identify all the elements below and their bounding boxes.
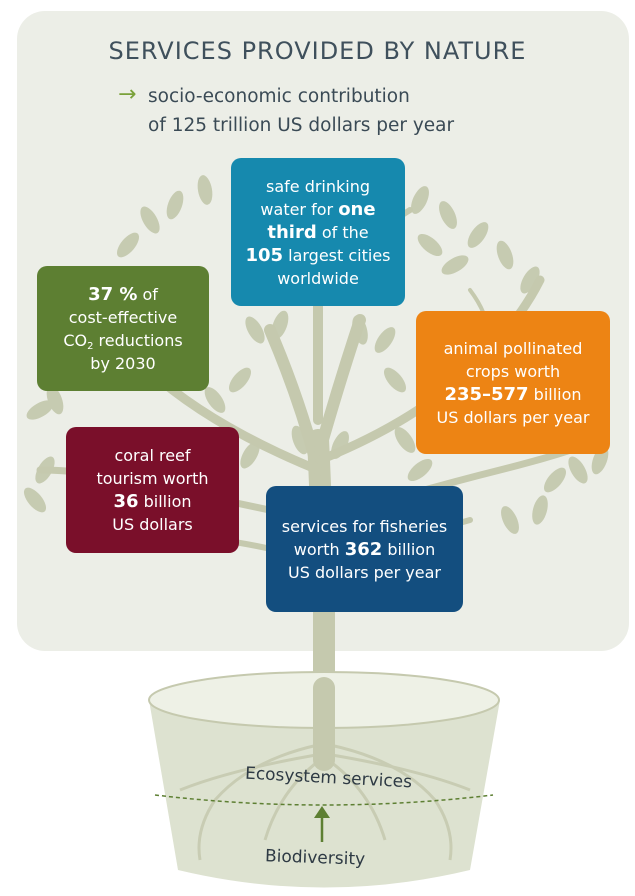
co2-box-line: cost-effective [68, 307, 178, 327]
water-box-line: worldwide [277, 268, 359, 288]
co2-box-emphasis: 37 % [88, 283, 138, 305]
pollinated-box-line: crops worth [465, 361, 561, 381]
water-box-text: largest cities [283, 245, 391, 265]
fisheries-box-line: worth 362 billion [272, 538, 457, 561]
water-box-emphasis: one [338, 198, 376, 220]
coral-box-line: tourism worth [96, 469, 209, 488]
co2-box-text: reductions [93, 330, 183, 350]
coral-box-line: coral reef [114, 446, 191, 465]
co2-box: 37 % of cost-effective CO2 reductions by… [37, 266, 209, 391]
water-box-text: water for [260, 199, 339, 219]
water-box-emphasis: 105 [245, 244, 284, 266]
water-box-line: safe drinking [265, 176, 371, 196]
co2-subscript: 2 [87, 340, 94, 352]
coral-box-line: 36 billion [72, 490, 233, 513]
fisheries-box-line: services for fisheries [281, 516, 448, 536]
fisheries-box-text: billion [382, 539, 436, 559]
leaf-cluster [23, 175, 609, 534]
co2-box-line: by 2030 [90, 353, 156, 373]
subtitle-line-1: socio-economic contribution [148, 86, 410, 107]
fisheries-box-emphasis: 362 [344, 538, 383, 560]
up-arrow-icon [314, 806, 330, 842]
pollinated-box-text: billion [528, 384, 582, 404]
co2-box-line: CO2 reductions [43, 329, 203, 352]
water-box-line: third of the [237, 221, 399, 244]
water-box-line: 105 largest cities [237, 244, 399, 267]
pollinated-crops-box: animal pollinated crops worth 235–577 bi… [416, 311, 610, 454]
biodiversity-label: Biodiversity [264, 846, 366, 870]
coral-box-emphasis: 36 [113, 491, 139, 512]
pollinated-box-line: 235–577 billion [422, 383, 604, 406]
water-box-text: of the [316, 222, 369, 242]
pollinated-box-line: US dollars per year [436, 407, 590, 427]
co2-box-line: 37 % of [43, 283, 203, 306]
coral-reef-box: coral reef tourism worth 36 billion US d… [66, 427, 239, 553]
co2-box-text: CO [63, 330, 88, 350]
coral-box-text: billion [138, 492, 192, 511]
water-box: safe drinking water for one third of the… [231, 158, 405, 306]
fisheries-box-line: US dollars per year [288, 562, 441, 582]
coral-box-line: US dollars [112, 515, 193, 534]
arrow-right-icon: → [118, 82, 137, 107]
subtitle-line-2: of 125 trillion US dollars per year [148, 115, 455, 136]
pollinated-box-line: animal pollinated [443, 338, 583, 358]
page-title: SERVICES PROVIDED BY NATURE [108, 37, 527, 65]
water-box-emphasis: third [267, 221, 317, 243]
pot-illustration [148, 671, 500, 888]
water-box-line: water for one [237, 198, 399, 221]
fisheries-box-text: worth [293, 539, 345, 559]
co2-box-text: of [137, 284, 158, 304]
fisheries-box: services for fisheries worth 362 billion… [266, 486, 463, 612]
subtitle: → socio-economic contribution of 125 tri… [118, 82, 455, 140]
pollinated-box-emphasis: 235–577 [444, 383, 529, 405]
